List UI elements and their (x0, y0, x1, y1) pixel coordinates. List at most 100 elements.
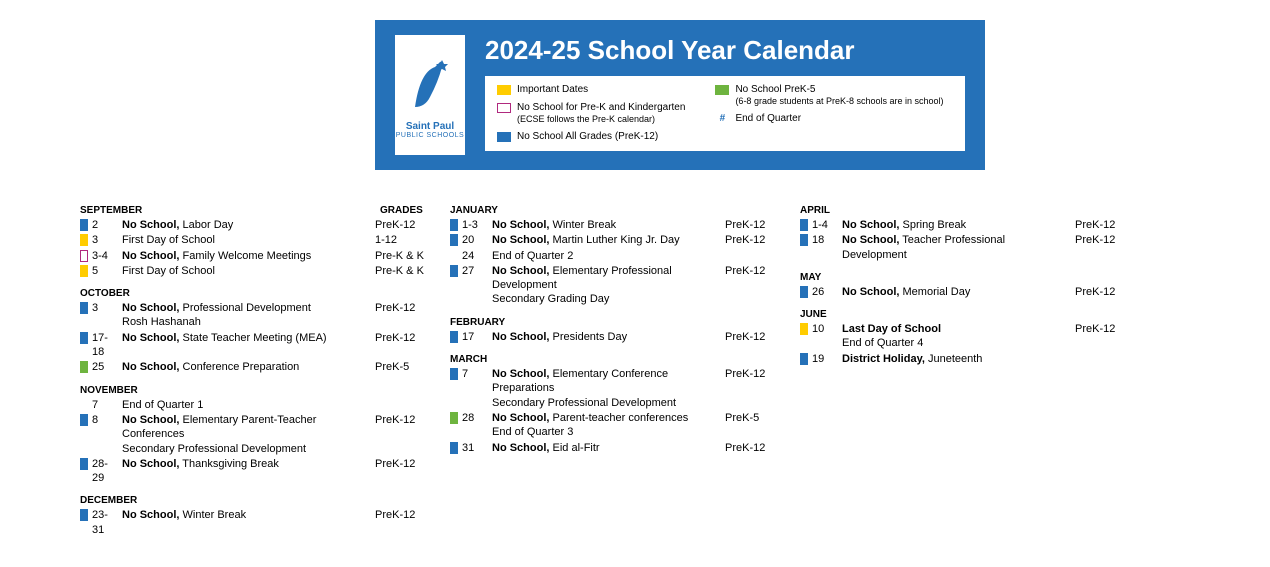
event-text: Winter Break (179, 509, 246, 521)
event-swatch (800, 323, 808, 335)
event-text: Winter Break (549, 219, 616, 231)
event-text: Eid al-Fitr (549, 442, 599, 454)
event-bold: No School, (122, 332, 179, 344)
event-swatch (450, 412, 458, 424)
event-description: No School, Elementary Conference Prepara… (492, 367, 725, 410)
event-swatch (80, 302, 88, 314)
event-row: 24End of Quarter 2 (450, 249, 780, 263)
event-swatch (800, 286, 808, 298)
event-swatch (450, 234, 458, 246)
month-name: APRIL (800, 205, 1100, 216)
month-header: JUNE (800, 309, 1130, 320)
event-bold: No School, (492, 219, 549, 231)
legend-subtext: (ECSE follows the Pre-K calendar) (517, 114, 685, 125)
legend-text: Important Dates (517, 84, 588, 96)
event-description: No School, Elementary Professional Devel… (492, 264, 725, 307)
legend-text: No School All Grades (PreK-12) (517, 131, 658, 143)
event-grade: PreK-12 (1075, 285, 1130, 299)
event-swatch (450, 219, 458, 231)
event-description: End of Quarter 1 (122, 398, 375, 412)
event-row: 20No School, Martin Luther King Jr. DayP… (450, 233, 780, 247)
month-header: OCTOBER (80, 288, 430, 299)
event-row: 17No School, Presidents DayPreK-12 (450, 330, 780, 344)
month-name: MARCH (450, 354, 750, 365)
event-text: Professional Development (179, 302, 310, 314)
calendar-column-3: APRIL1-4No School, Spring BreakPreK-1218… (800, 205, 1130, 376)
event-grade: PreK-12 (1075, 322, 1130, 336)
event-description: No School, Winter Break (492, 218, 725, 232)
event-date: 18 (812, 233, 842, 247)
event-swatch (80, 361, 88, 373)
event-bold: No School, (492, 442, 549, 454)
event-swatch (800, 219, 808, 231)
event-grade: PreK-12 (725, 264, 780, 278)
event-swatch (80, 509, 88, 521)
event-bold: No School, (122, 219, 179, 231)
event-bold: No School, (122, 414, 179, 426)
month-group: FEBRUARY 17No School, Presidents DayPreK-… (450, 317, 780, 344)
month-group: JANUARY1-3No School, Winter BreakPreK-12… (450, 205, 780, 307)
event-bold: No School, (122, 361, 179, 373)
event-row: 3First Day of School1-12 (80, 233, 430, 247)
event-row: 31No School, Eid al-FitrPreK-12 (450, 441, 780, 455)
event-grade: Pre-K & K (375, 249, 430, 263)
event-grade: PreK-5 (375, 360, 430, 374)
logo-subtitle: PUBLIC SCHOOLS (396, 132, 464, 139)
event-date: 24 (462, 249, 492, 263)
event-grade: PreK-5 (725, 411, 780, 425)
event-text: Memorial Day (899, 286, 970, 298)
event-swatch (80, 219, 88, 231)
event-row: 1-3No School, Winter BreakPreK-12 (450, 218, 780, 232)
month-group: OCTOBER3No School, Professional Developm… (80, 288, 430, 374)
event-date: 1-4 (812, 218, 842, 232)
event-swatch (450, 331, 458, 343)
event-text: Thanksgiving Break (179, 458, 278, 470)
event-swatch (80, 414, 88, 426)
event-extra: End of Quarter 4 (842, 336, 1067, 350)
month-header: FEBRUARY (450, 317, 780, 328)
legend-box: Important Dates No School for Pre-K and K… (485, 76, 965, 151)
legend-item: No School for Pre-K and Kindergarten(ECS… (497, 102, 685, 125)
legend-text: No School PreK-5(6-8 grade students at P… (735, 84, 943, 107)
event-extra: Secondary Grading Day (492, 292, 717, 306)
event-text: Juneteenth (925, 353, 983, 365)
event-date: 20 (462, 233, 492, 247)
event-grade: PreK-12 (375, 218, 430, 232)
event-swatch (80, 234, 88, 246)
month-header: MAY (800, 272, 1130, 283)
event-grade: PreK-12 (1075, 233, 1130, 247)
event-row: 26No School, Memorial DayPreK-12 (800, 285, 1130, 299)
calendar-column-2: JANUARY1-3No School, Winter BreakPreK-12… (450, 205, 780, 465)
event-grade: Pre-K & K (375, 264, 430, 278)
event-description: Last Day of SchoolEnd of Quarter 4 (842, 322, 1075, 351)
event-row: 19District Holiday, Juneteenth (800, 352, 1130, 366)
event-text: Family Welcome Meetings (179, 250, 311, 262)
event-text: Spring Break (899, 219, 966, 231)
event-grade: PreK-12 (725, 218, 780, 232)
month-header: SEPTEMBERGRADES (80, 205, 430, 216)
event-swatch (80, 332, 88, 344)
event-row: 3-4No School, Family Welcome MeetingsPre… (80, 249, 430, 263)
legend-item: Important Dates (497, 84, 685, 96)
event-bold: District Holiday, (842, 353, 925, 365)
event-row: 7No School, Elementary Conference Prepar… (450, 367, 780, 410)
event-bold: No School, (122, 302, 179, 314)
month-group: SEPTEMBERGRADES2No School, Labor DayPreK… (80, 205, 430, 278)
logo-box: Saint Paul PUBLIC SCHOOLS (395, 35, 465, 155)
event-date: 3 (92, 301, 122, 315)
event-row: 7End of Quarter 1 (80, 398, 430, 412)
event-bold: No School, (842, 286, 899, 298)
event-row: 1-4No School, Spring BreakPreK-12 (800, 218, 1130, 232)
event-date: 7 (462, 367, 492, 381)
event-description: No School, Parent-teacher conferencesEnd… (492, 411, 725, 440)
event-row: 3No School, Professional DevelopmentRosh… (80, 301, 430, 330)
legend-swatch (497, 132, 511, 142)
event-bold: No School, (842, 234, 899, 246)
event-date: 27 (462, 264, 492, 278)
event-description: No School, Spring Break (842, 218, 1075, 232)
month-header: NOVEMBER (80, 385, 430, 396)
event-swatch (80, 399, 88, 411)
event-description: No School, Winter Break (122, 508, 375, 522)
month-name: OCTOBER (80, 288, 380, 299)
month-name: JANUARY (450, 205, 750, 216)
